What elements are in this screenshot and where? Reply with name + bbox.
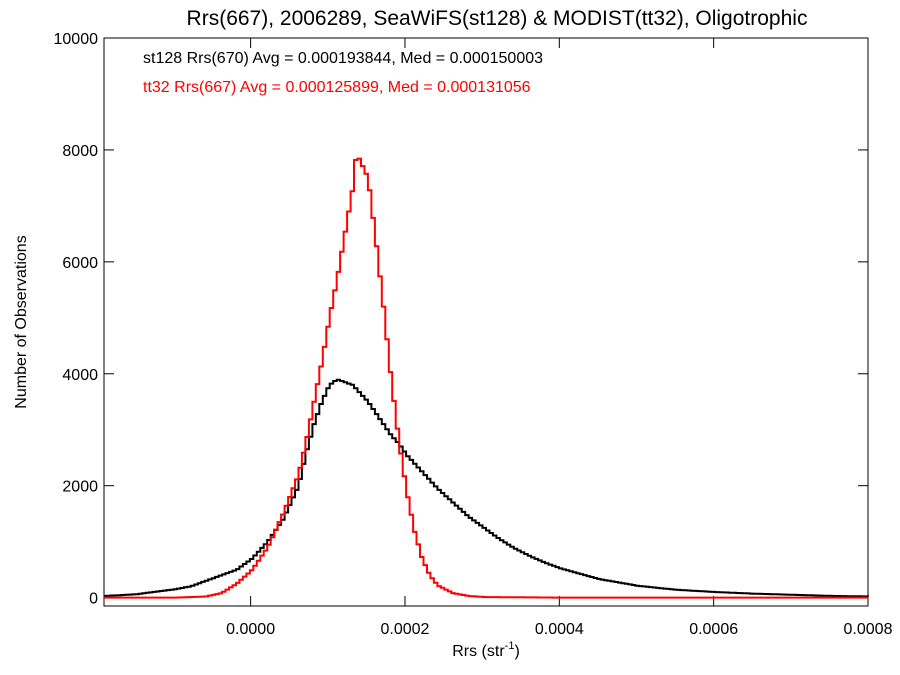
y-tick-label: 8000 (62, 143, 98, 160)
annotation-tt32: tt32 Rrs(667) Avg = 0.000125899, Med = 0… (143, 79, 531, 96)
x-axis-label-close: ) (514, 643, 519, 660)
x-axis-label-sup: -1 (505, 640, 515, 652)
x-tick-label: 0.0002 (381, 621, 430, 638)
annotation-st128: st128 Rrs(670) Avg = 0.000193844, Med = … (143, 50, 543, 67)
x-tick-label: 0.0008 (844, 621, 893, 638)
y-tick-label: 4000 (62, 367, 98, 384)
series-layer (104, 157, 869, 599)
series-tt32-histogram (104, 157, 868, 599)
y-tick-label: 10000 (54, 31, 99, 48)
x-axis: 0.0000 0.0002 0.0004 0.0006 0.0008 (226, 38, 893, 638)
chart-title: Rrs(667), 2006289, SeaWiFS(st128) & MODI… (187, 7, 808, 30)
x-tick-label: 0.0004 (535, 621, 584, 638)
plot-frame (103, 37, 869, 607)
y-axis-label: Number of Observations (13, 235, 30, 408)
y-tick-label: 6000 (62, 255, 98, 272)
y-axis: 0 2000 4000 6000 8000 10000 (54, 31, 868, 608)
y-tick-label: 2000 (62, 479, 98, 496)
series-tt32-histogram-line (104, 157, 868, 599)
series-st128-histogram (104, 378, 869, 598)
y-tick-label: 0 (89, 591, 98, 608)
x-axis-label-main: Rrs (str (452, 643, 505, 660)
x-tick-label: 0.0000 (226, 621, 275, 638)
x-tick-label: 0.0006 (689, 621, 738, 638)
x-axis-label: Rrs (str-1) (452, 640, 520, 660)
series-st128-histogram-line (104, 378, 869, 598)
